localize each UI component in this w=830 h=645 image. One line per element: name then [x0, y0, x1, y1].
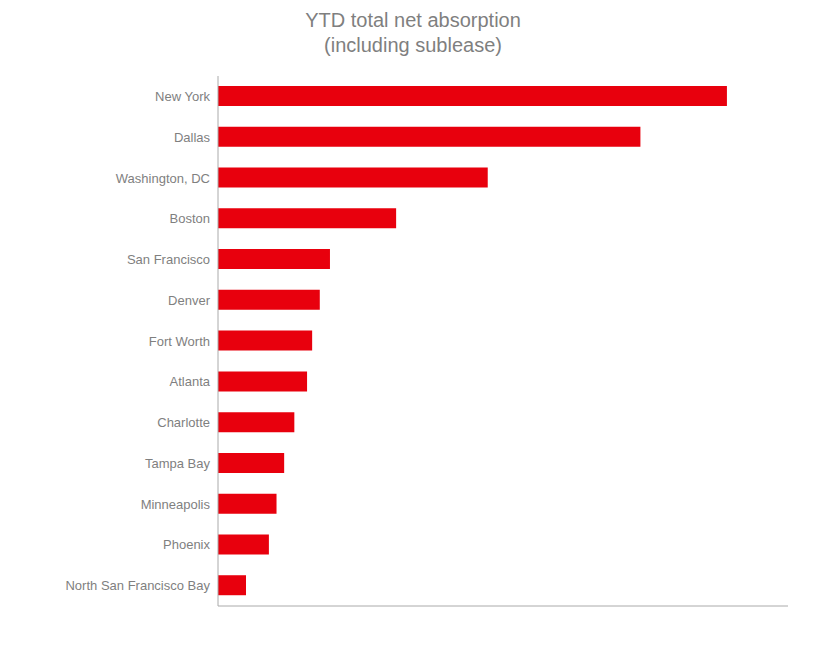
svg-text:Fort Worth: Fort Worth — [149, 334, 210, 349]
svg-text:San Francisco: San Francisco — [127, 252, 210, 267]
svg-text:North San Francisco Bay: North San Francisco Bay — [65, 578, 210, 593]
svg-text:Minneapolis: Minneapolis — [141, 497, 211, 512]
svg-text:Phoenix: Phoenix — [163, 537, 210, 552]
svg-text:New York: New York — [155, 89, 210, 104]
svg-text:Denver: Denver — [168, 293, 211, 308]
svg-text:Boston: Boston — [170, 211, 210, 226]
svg-text:Charlotte: Charlotte — [157, 415, 210, 430]
svg-text:Atlanta: Atlanta — [170, 374, 211, 389]
svg-text:Tampa Bay: Tampa Bay — [145, 456, 211, 471]
svg-text:Washington, DC: Washington, DC — [116, 171, 210, 186]
html-text:(including sublease): (including sublease) — [324, 34, 502, 56]
svg-text:Dallas: Dallas — [174, 130, 211, 145]
html-text:YTD total net absorption: YTD total net absorption — [305, 9, 521, 31]
